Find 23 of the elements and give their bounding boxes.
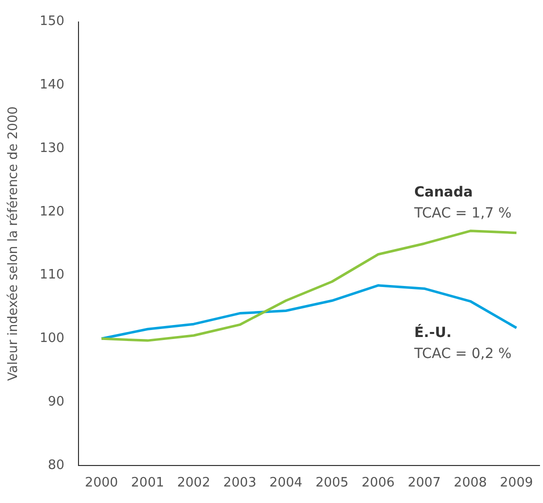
- y-tick-label: 110: [40, 268, 64, 283]
- y-tick-label: 90: [48, 394, 64, 410]
- x-tick-label: 2003: [223, 476, 256, 491]
- x-tick-label: 2006: [362, 476, 395, 491]
- y-tick-label: 140: [40, 78, 64, 93]
- x-tick-label: 2002: [177, 476, 210, 491]
- series-label: É.-U.: [414, 324, 452, 341]
- x-tick-label: 2004: [269, 476, 302, 491]
- y-tick-label: 120: [40, 204, 64, 220]
- y-axis-title: Valeur indexée selon la référence de 2000: [6, 106, 22, 381]
- y-tick-label: 150: [40, 14, 64, 30]
- x-tick-label: 2009: [500, 476, 534, 491]
- x-tick-label: 2001: [131, 476, 164, 491]
- x-tick-label: 2007: [408, 476, 441, 491]
- y-tick-label: 130: [40, 140, 64, 156]
- y-tick-label: 100: [40, 331, 64, 346]
- x-tick-label: 2005: [315, 476, 349, 491]
- y-tick-label: 80: [48, 458, 64, 473]
- text: Canada: [414, 184, 473, 201]
- annotation: TCAC = 1,7 %: [413, 206, 512, 222]
- x-tick-label: 2008: [454, 476, 487, 491]
- annotation: TCAC = 0,2 %: [413, 346, 512, 362]
- x-tick-label: 2000: [84, 476, 118, 491]
